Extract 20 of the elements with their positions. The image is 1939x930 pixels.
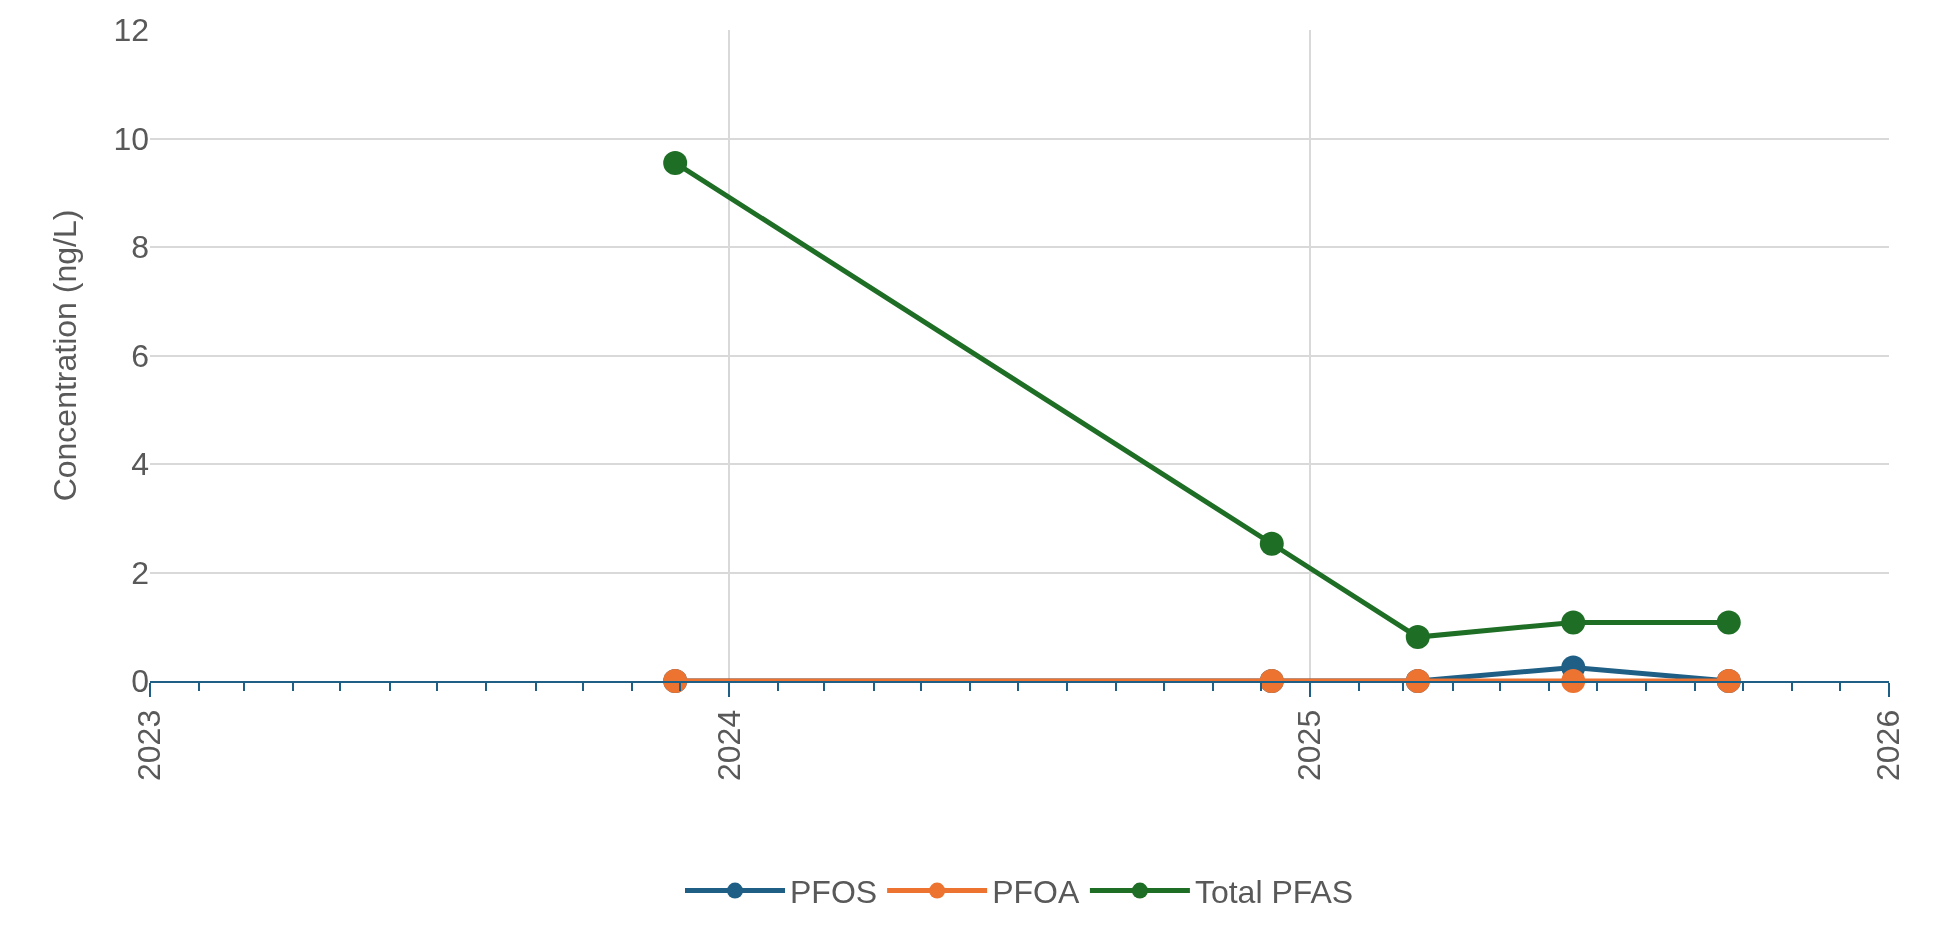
- point: [1405, 625, 1430, 650]
- y-tick-label: 8: [131, 229, 149, 266]
- x-tick-label: 2025: [1291, 709, 1328, 781]
- y-tick-label: 4: [131, 446, 149, 483]
- y-tick-label: 6: [131, 337, 149, 374]
- legend-label: PFOS: [790, 874, 878, 911]
- point: [1716, 610, 1741, 635]
- y-tick-label: 0: [131, 663, 149, 700]
- x-tick-label: 2023: [131, 709, 168, 781]
- x-tick-label: 2026: [1870, 709, 1907, 781]
- y-tick-label: 2: [131, 554, 149, 591]
- y-axis-title: Concentration (ng/L): [47, 209, 83, 502]
- y-tick-label: 12: [113, 12, 149, 49]
- x-tick-label: 2024: [710, 709, 747, 781]
- legend-label: Total PFAS: [1194, 874, 1354, 911]
- point: [1259, 531, 1284, 556]
- point: [663, 150, 688, 175]
- legend-label: PFOA: [992, 874, 1080, 911]
- point: [1561, 610, 1586, 635]
- y-tick-label: 10: [113, 120, 149, 157]
